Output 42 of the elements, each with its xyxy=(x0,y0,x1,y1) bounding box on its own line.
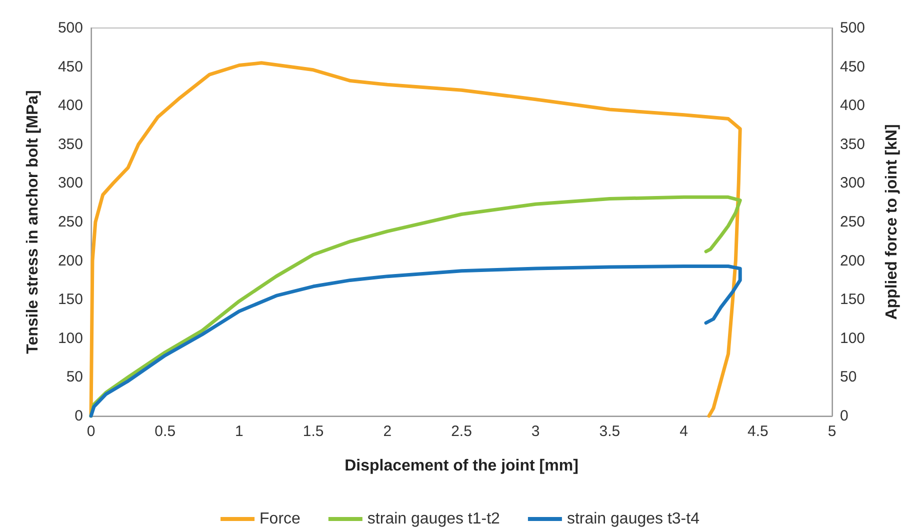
y2-tick-label: 450 xyxy=(840,58,866,76)
x-tick-label: 3 xyxy=(531,423,540,440)
y2-tick-label: 350 xyxy=(840,136,866,153)
y2-tick-label: 300 xyxy=(840,174,866,192)
x-tick-label: 5 xyxy=(828,423,836,440)
y-tick-label: 500 xyxy=(58,20,83,36)
x-tick-label: 1 xyxy=(235,423,244,440)
x-tick-label: 1.5 xyxy=(302,423,324,440)
y2-tick-label: 400 xyxy=(840,97,866,114)
y2-tick-label: 250 xyxy=(840,214,866,230)
x-tick-label: 4.5 xyxy=(747,423,768,440)
y-tick-label: 200 xyxy=(58,252,83,270)
legend-label: Force xyxy=(260,510,301,528)
legend-label: strain gauges t1-t2 xyxy=(367,510,500,528)
y-tick-label: 100 xyxy=(58,330,83,347)
y-tick-label: 300 xyxy=(58,174,83,192)
y2-tick-label: 50 xyxy=(840,368,857,386)
y-tick-label: 0 xyxy=(74,408,83,424)
y-tick-label: 150 xyxy=(58,291,83,308)
legend-label: strain gauges t3-t4 xyxy=(566,510,700,528)
y-tick-label: 350 xyxy=(58,136,83,153)
x-tick-label: 2.5 xyxy=(451,423,472,440)
y2-tick-label: 150 xyxy=(840,291,866,308)
y2-tick-label: 0 xyxy=(840,408,848,424)
y-axis-title: Tensile stress in anchor bolt [MPa] xyxy=(24,90,42,354)
y2-axis-title: Applied force to joint [kN] xyxy=(884,124,900,320)
line-series xyxy=(89,61,742,418)
y2-tick-label: 500 xyxy=(840,20,866,36)
y-tick-label: 50 xyxy=(66,368,83,386)
x-axis-title: Displacement of the joint [mm] xyxy=(344,458,578,474)
x-tick-label: 0 xyxy=(86,423,96,440)
x-tick-label: 3.5 xyxy=(599,423,620,440)
x-tick-label: 0.5 xyxy=(154,423,176,440)
y-tick-label: 250 xyxy=(58,214,83,230)
line-series xyxy=(89,264,742,418)
x-tick-label: 2 xyxy=(383,423,392,440)
line-series xyxy=(89,195,742,418)
y-tick-label: 400 xyxy=(58,97,83,114)
y2-tick-label: 100 xyxy=(840,330,866,347)
y2-tick-label: 200 xyxy=(840,252,866,270)
y-tick-label: 450 xyxy=(58,58,83,76)
x-tick-label: 4 xyxy=(680,423,688,440)
